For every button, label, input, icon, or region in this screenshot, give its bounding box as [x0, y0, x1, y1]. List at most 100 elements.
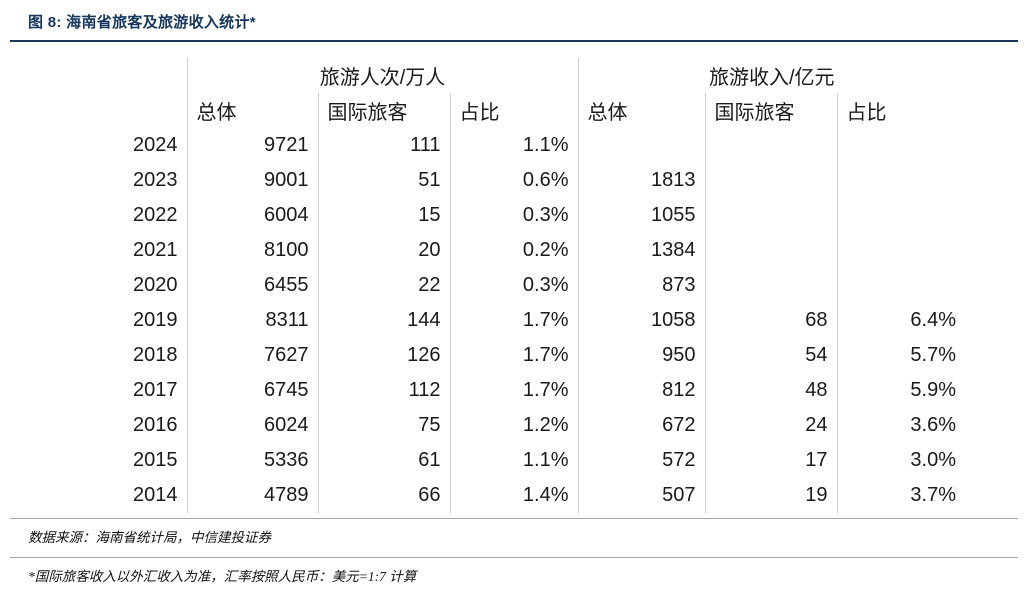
source-note: 数据来源：海南省统计局，中信建投证券: [28, 530, 271, 545]
footer-divider-top: [10, 518, 1018, 519]
value-cell: 22: [317, 268, 450, 303]
table-row: 2024 9721 111 1.1%: [40, 128, 965, 163]
value-cell: 1813: [577, 163, 705, 198]
value-cell: [836, 128, 965, 163]
value-cell: 1055: [577, 198, 705, 233]
value-cell: 75: [317, 408, 450, 443]
value-cell: 144: [317, 303, 450, 338]
corner-cell: [40, 58, 187, 93]
value-cell: 6455: [186, 268, 318, 303]
value-cell: 0.6%: [449, 163, 578, 198]
value-cell: 6024: [186, 408, 318, 443]
table-row: 2022 6004 15 0.3% 1055: [40, 198, 965, 233]
value-cell: [836, 233, 965, 268]
value-cell: 51: [317, 163, 450, 198]
table-row: 2015 5336 61 1.1% 572 17 3.0%: [40, 443, 965, 478]
value-cell: 1.1%: [449, 443, 578, 478]
value-cell: 5336: [186, 443, 318, 478]
value-cell: 6.4%: [836, 303, 965, 338]
value-cell: 112: [317, 373, 450, 408]
col-header-total-trips: 总体: [186, 93, 318, 128]
value-cell: [836, 268, 965, 303]
value-cell: 61: [317, 443, 450, 478]
value-cell: 5.7%: [836, 338, 965, 373]
value-cell: 1.2%: [449, 408, 578, 443]
value-cell: 24: [704, 408, 837, 443]
value-cell: 1058: [577, 303, 705, 338]
year-cell: 2021: [133, 239, 178, 261]
value-cell: 48: [704, 373, 837, 408]
table-row: 2014 4789 66 1.4% 507 19 3.7%: [40, 478, 965, 513]
value-cell: 9001: [186, 163, 318, 198]
value-cell: 66: [317, 478, 450, 513]
column-header-row: 总体 国际旅客 占比 总体 国际旅客 占比: [40, 93, 965, 128]
value-cell: 8100: [186, 233, 318, 268]
year-cell: 2015: [133, 449, 178, 471]
value-cell: 4789: [186, 478, 318, 513]
value-cell: 15: [317, 198, 450, 233]
col-header-share-revenue: 占比: [836, 93, 965, 128]
year-cell: 2016: [133, 414, 178, 436]
table-row: 2021 8100 20 0.2% 1384: [40, 233, 965, 268]
value-cell: 9721: [186, 128, 318, 163]
table-body: 2024 9721 111 1.1% 2023 9001 51 0.6% 1813 2022 600…: [40, 128, 965, 513]
value-cell: 6745: [186, 373, 318, 408]
value-cell: 54: [704, 338, 837, 373]
value-cell: [704, 128, 837, 163]
value-cell: [704, 198, 837, 233]
value-cell: 1.7%: [449, 303, 578, 338]
value-cell: 8311: [186, 303, 318, 338]
col-header-total-revenue: 总体: [577, 93, 705, 128]
year-header-cell: [40, 93, 187, 128]
col-header-intl-revenue: 国际旅客: [704, 93, 837, 128]
value-cell: 19: [704, 478, 837, 513]
table-row: 2017 6745 112 1.7% 812 48 5.9%: [40, 373, 965, 408]
value-cell: 1.7%: [449, 373, 578, 408]
value-cell: 126: [317, 338, 450, 373]
value-cell: 3.6%: [836, 408, 965, 443]
stats-table: 旅游人次/万人 旅游收入/亿元 总体 国际旅客 占比 总体 国际旅客 占比 20…: [40, 58, 965, 513]
footer-divider-bottom: [10, 557, 1018, 558]
year-cell: 2023: [133, 169, 178, 191]
figure-title: 图 8: 海南省旅客及旅游收入统计*: [28, 14, 256, 31]
col-header-intl-trips: 国际旅客: [317, 93, 450, 128]
value-cell: [704, 233, 837, 268]
value-cell: 1.1%: [449, 128, 578, 163]
table-row: 2019 8311 144 1.7% 1058 68 6.4%: [40, 303, 965, 338]
title-divider: [10, 40, 1018, 42]
value-cell: 1384: [577, 233, 705, 268]
value-cell: 950: [577, 338, 705, 373]
value-cell: 1.7%: [449, 338, 578, 373]
value-cell: 1.4%: [449, 478, 578, 513]
table-row: 2023 9001 51 0.6% 1813: [40, 163, 965, 198]
value-cell: 68: [704, 303, 837, 338]
value-cell: 572: [577, 443, 705, 478]
value-cell: 3.7%: [836, 478, 965, 513]
group-header-trips: 旅游人次/万人: [186, 58, 578, 93]
value-cell: 0.3%: [449, 268, 578, 303]
value-cell: [704, 268, 837, 303]
value-cell: 873: [577, 268, 705, 303]
year-cell: 2019: [133, 309, 178, 331]
footnote: *国际旅客收入以外汇收入为准，汇率按照人民币：美元=1:7 计算: [28, 569, 417, 584]
value-cell: 20: [317, 233, 450, 268]
group-header-revenue: 旅游收入/亿元: [577, 58, 965, 93]
value-cell: 17: [704, 443, 837, 478]
value-cell: 812: [577, 373, 705, 408]
year-cell: 2024: [133, 134, 178, 156]
value-cell: [836, 163, 965, 198]
value-cell: 7627: [186, 338, 318, 373]
value-cell: 507: [577, 478, 705, 513]
year-cell: 2022: [133, 204, 178, 226]
value-cell: 5.9%: [836, 373, 965, 408]
group-header-row: 旅游人次/万人 旅游收入/亿元: [40, 58, 965, 93]
value-cell: 0.3%: [449, 198, 578, 233]
col-header-share-trips: 占比: [449, 93, 578, 128]
table-row: 2020 6455 22 0.3% 873: [40, 268, 965, 303]
value-cell: [704, 163, 837, 198]
value-cell: 672: [577, 408, 705, 443]
value-cell: [577, 128, 705, 163]
table-row: 2018 7627 126 1.7% 950 54 5.7%: [40, 338, 965, 373]
year-cell: 2017: [133, 379, 178, 401]
